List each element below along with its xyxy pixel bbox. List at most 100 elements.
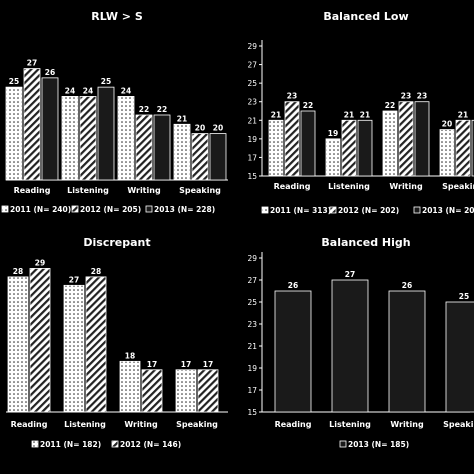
- bar: [300, 110, 316, 177]
- y-tick-label: 23: [247, 320, 257, 329]
- bar: [471, 119, 474, 177]
- bar-value-label: 22: [139, 105, 149, 114]
- bar-value-label: 29: [35, 258, 45, 267]
- x-tick-label: Speaking: [442, 182, 474, 191]
- bar: [141, 369, 163, 413]
- bar-value-label: 17: [147, 360, 157, 369]
- x-tick-label: Reading: [274, 182, 311, 191]
- x-tick-label: Listening: [329, 420, 371, 429]
- legend-swatch: [339, 440, 347, 448]
- bar-value-label: 22: [303, 101, 313, 110]
- bar-value-label: 24: [83, 86, 93, 95]
- bar-value-label: 27: [69, 275, 79, 284]
- bar: [79, 96, 97, 181]
- bar-value-label: 23: [401, 92, 411, 101]
- bar: [97, 86, 115, 181]
- y-tick-label: 17: [247, 153, 257, 162]
- y-tick-label: 21: [247, 116, 257, 125]
- bar-value-label: 21: [177, 114, 187, 123]
- bar: [135, 114, 153, 181]
- bar: [173, 123, 191, 181]
- y-tick-label: 19: [247, 135, 257, 144]
- bar-value-label: 23: [417, 92, 427, 101]
- legend-swatch: [145, 205, 153, 213]
- panel-title: Balanced Low: [323, 10, 408, 23]
- x-tick-label: Speaking: [176, 420, 218, 429]
- y-tick-label: 15: [247, 408, 257, 417]
- bar: [388, 290, 426, 413]
- x-tick-label: Reading: [11, 420, 48, 429]
- legend-swatch: [413, 206, 421, 214]
- legend-label: 2013 (N= 209): [422, 206, 474, 215]
- bar-value-label: 25: [9, 77, 19, 86]
- x-tick-label: Writing: [124, 420, 158, 429]
- bar-value-label: 25: [101, 77, 111, 86]
- panel-title: Discrepant: [83, 236, 150, 249]
- bar: [7, 276, 29, 413]
- bar-value-label: 24: [121, 86, 131, 95]
- bar: [29, 268, 51, 413]
- chart-panel-2: Discrepant 28 29 Reading 27 28 Listening 18 17 Wr…: [6, 236, 228, 449]
- panel-title: Balanced High: [321, 236, 410, 249]
- x-tick-label: Reading: [14, 186, 51, 195]
- y-tick-label: 17: [247, 386, 257, 395]
- x-tick-label: Writing: [127, 186, 161, 195]
- bar: [23, 68, 41, 181]
- bar: [175, 369, 197, 413]
- bar: [382, 110, 398, 177]
- bar: [191, 133, 209, 181]
- bar: [5, 86, 23, 181]
- legend-label: 2013 (N= 228): [154, 205, 215, 214]
- bar: [398, 101, 414, 177]
- x-tick-label: Speaking: [179, 186, 221, 195]
- bar-value-label: 18: [125, 351, 135, 360]
- bar: [445, 301, 474, 413]
- bar: [439, 129, 455, 177]
- chart-panel-0: RLW > S 25 27 26 Reading 24 24 25 Listening 24 22 2…: [1, 10, 228, 214]
- bar: [357, 119, 373, 177]
- bar-value-label: 21: [458, 110, 468, 119]
- bar: [117, 96, 135, 181]
- y-tick-label: 29: [247, 42, 257, 51]
- bar: [274, 290, 312, 413]
- bar-value-label: 25: [459, 292, 469, 301]
- x-tick-label: Listening: [328, 182, 370, 191]
- bar-value-label: 28: [13, 267, 23, 276]
- bar: [268, 119, 284, 177]
- legend-swatch: [1, 205, 9, 213]
- bar: [197, 369, 219, 413]
- bar-value-label: 24: [65, 86, 75, 95]
- bar: [341, 119, 357, 177]
- x-tick-label: Writing: [389, 182, 423, 191]
- legend-label: 2012 (N= 146): [120, 440, 181, 449]
- bar: [455, 119, 471, 177]
- bar: [85, 276, 107, 413]
- x-tick-label: Listening: [64, 420, 106, 429]
- legend-swatch: [71, 205, 79, 213]
- bar-value-label: 27: [27, 59, 37, 68]
- legend-label: 2012 (N= 202): [338, 206, 399, 215]
- x-tick-label: Reading: [275, 420, 312, 429]
- bar: [153, 114, 171, 181]
- legend-swatch: [31, 440, 39, 448]
- bar: [325, 138, 341, 177]
- bar-value-label: 19: [328, 129, 338, 138]
- legend-swatch: [329, 206, 337, 214]
- x-tick-label: Writing: [390, 420, 424, 429]
- bar-value-label: 28: [91, 267, 101, 276]
- bar-value-label: 27: [345, 270, 355, 279]
- bar: [331, 279, 369, 413]
- y-tick-label: 21: [247, 342, 257, 351]
- bar: [209, 133, 227, 181]
- bar: [61, 96, 79, 181]
- bar-value-label: 20: [195, 124, 205, 133]
- x-tick-label: Speaking: [443, 420, 474, 429]
- y-tick-label: 23: [247, 98, 257, 107]
- panel-title: RLW > S: [91, 10, 143, 23]
- y-tick-label: 15: [247, 172, 257, 181]
- legend-label: 2011 (N= 240): [10, 205, 71, 214]
- bar-value-label: 22: [157, 105, 167, 114]
- bar-value-label: 20: [213, 124, 223, 133]
- bar-value-label: 21: [360, 110, 370, 119]
